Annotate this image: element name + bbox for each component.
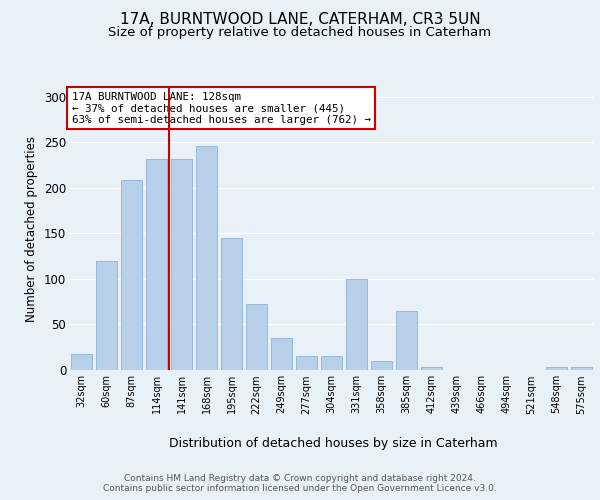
Bar — [196, 146, 217, 370]
Text: 17A, BURNTWOOD LANE, CATERHAM, CR3 5UN: 17A, BURNTWOOD LANE, CATERHAM, CR3 5UN — [119, 12, 481, 28]
Text: Contains public sector information licensed under the Open Government Licence v3: Contains public sector information licen… — [103, 484, 497, 493]
Bar — [421, 368, 442, 370]
Bar — [271, 338, 292, 370]
Bar — [546, 368, 567, 370]
Bar — [371, 361, 392, 370]
Bar — [246, 304, 267, 370]
Bar — [71, 354, 92, 370]
Y-axis label: Number of detached properties: Number of detached properties — [25, 136, 38, 322]
Bar — [121, 180, 142, 370]
Bar — [396, 311, 417, 370]
Text: Size of property relative to detached houses in Caterham: Size of property relative to detached ho… — [109, 26, 491, 39]
Text: 17A BURNTWOOD LANE: 128sqm
← 37% of detached houses are smaller (445)
63% of sem: 17A BURNTWOOD LANE: 128sqm ← 37% of deta… — [71, 92, 371, 125]
Bar — [146, 158, 167, 370]
Bar — [296, 356, 317, 370]
Text: Contains HM Land Registry data © Crown copyright and database right 2024.: Contains HM Land Registry data © Crown c… — [124, 474, 476, 483]
Bar — [171, 158, 192, 370]
Bar — [96, 260, 117, 370]
Bar — [221, 238, 242, 370]
Bar — [346, 279, 367, 370]
Bar — [571, 368, 592, 370]
Text: Distribution of detached houses by size in Caterham: Distribution of detached houses by size … — [169, 438, 497, 450]
Bar — [321, 356, 342, 370]
